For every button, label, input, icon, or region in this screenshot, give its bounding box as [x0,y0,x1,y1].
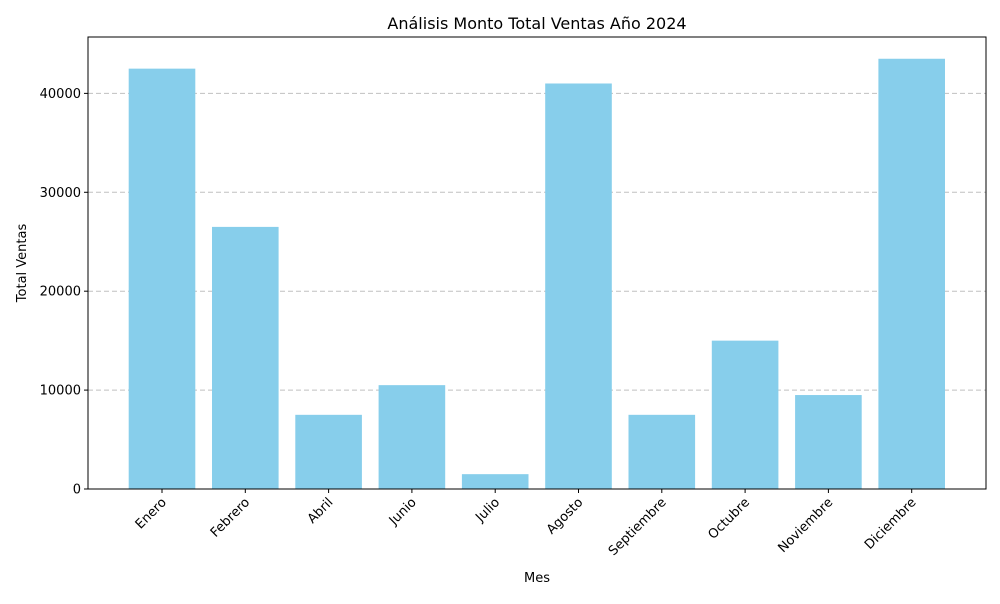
bar-junio [378,385,446,489]
bar-septiembre [628,414,696,489]
bar-enero [128,68,196,489]
bar-octubre [711,340,779,489]
gridlines [88,92,986,391]
x-tick-label: Junio [386,495,420,529]
x-tick-label: Octubre [706,495,753,542]
bars [128,58,945,489]
x-tick-label: Septiembre [606,495,670,559]
bar-abril [295,414,362,489]
bar-febrero [212,226,279,489]
bar-agosto [545,83,612,489]
y-tick-label: 0 [73,483,81,498]
axes [87,36,987,490]
y-tick-label: 20000 [40,285,81,300]
x-tick-label: Diciembre [862,495,920,553]
x-tick-label: Noviembre [775,495,836,556]
x-tick-label: Abril [305,495,337,527]
x-axis-label: Mes [524,571,550,586]
x-tick-label: Febrero [208,495,253,540]
bar-noviembre [795,395,862,489]
x-tick-label: Agosto [544,495,586,537]
y-tick-label: 40000 [40,87,81,102]
x-tick-label: Enero [133,495,170,532]
y-tick-label: 30000 [40,186,81,201]
x-tick-label: Julio [472,495,503,526]
y-tick-label: 10000 [40,384,81,399]
bar-diciembre [878,58,945,489]
chart-title: Análisis Monto Total Ventas Año 2024 [387,14,686,33]
y-axis-label: Total Ventas [15,224,30,304]
x-ticks: Enero Febrero Abril Junio Julio Agosto Septiem… [133,489,920,559]
y-ticks: 0 10000 20000 30000 40000 [40,87,88,498]
plot-frame [87,36,987,490]
bar-julio [461,474,529,489]
